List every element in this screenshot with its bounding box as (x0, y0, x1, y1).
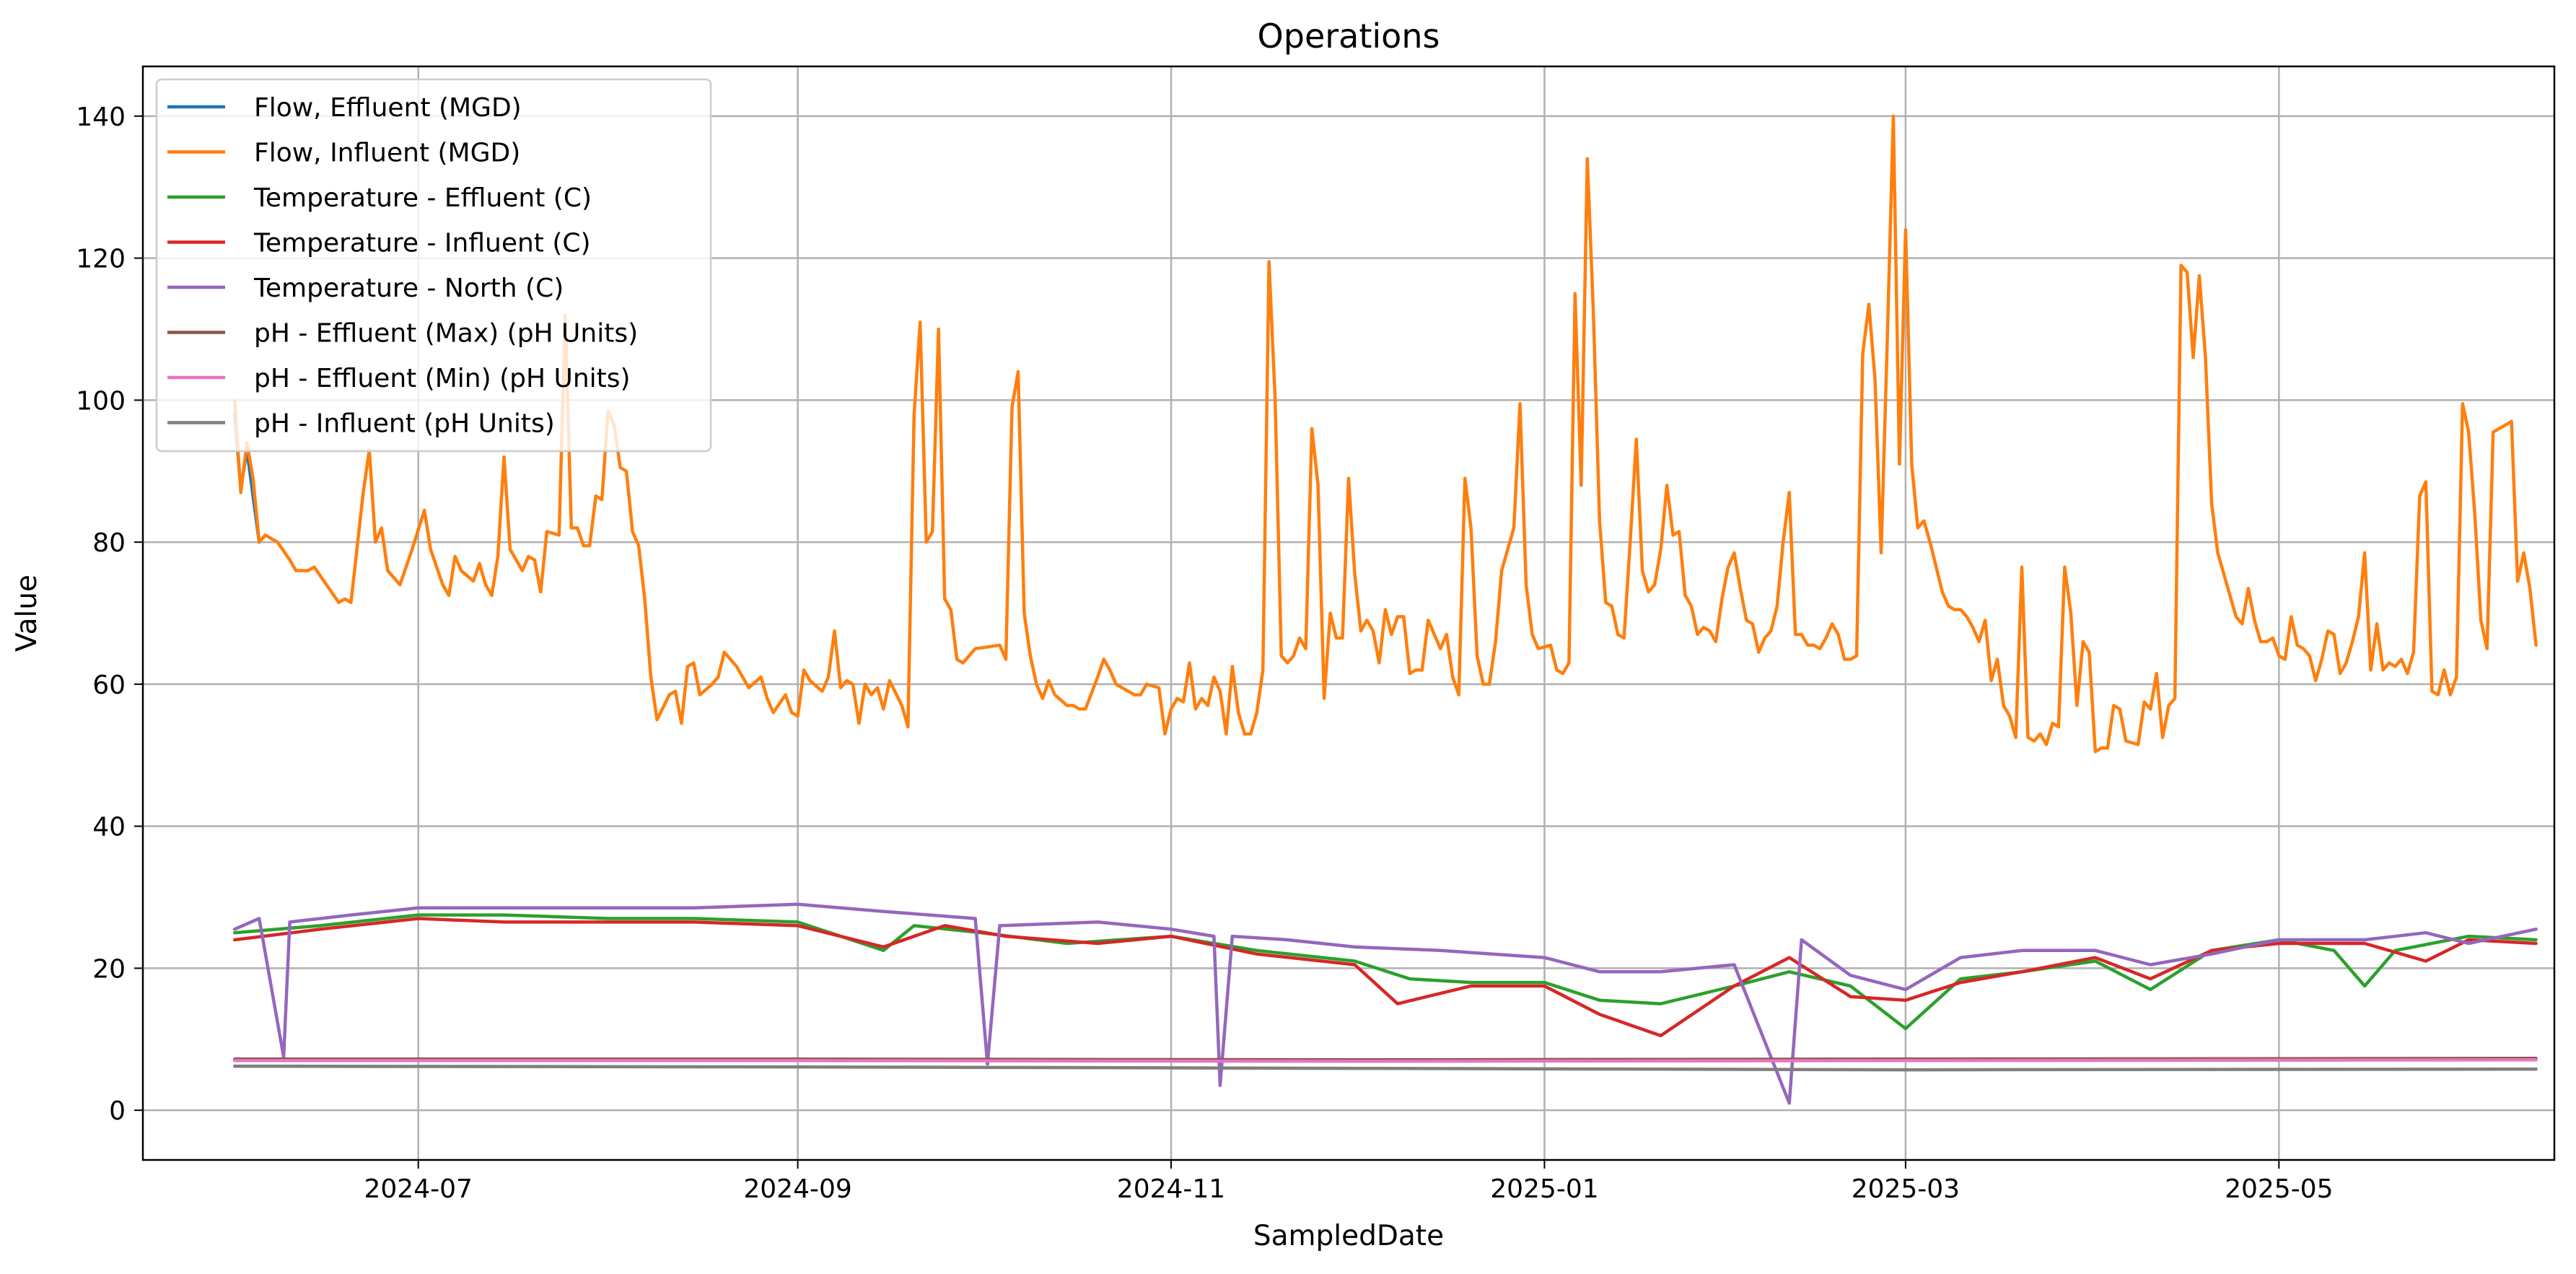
y-tick-label: 80 (92, 528, 126, 558)
y-axis-title: Value (11, 575, 43, 652)
legend-label: pH - Influent (pH Units) (254, 409, 555, 439)
legend-label: Temperature - Effluent (C) (253, 183, 592, 213)
series-line-1 (232, 114, 2538, 754)
legend-box (155, 78, 712, 453)
legend-label: Flow, Effluent (MGD) (254, 93, 522, 123)
legend-label: pH - Effluent (Max) (pH Units) (254, 319, 638, 349)
axis-ticks: 2024-07 2024-09 2024-11 2025-01 2025-03 2025-… (76, 102, 2333, 1204)
x-tick-label: 2024-09 (743, 1174, 851, 1204)
x-tick-label: 2025-03 (1852, 1174, 1960, 1204)
series-lines (232, 114, 2538, 1105)
series-line-7 (232, 1064, 2538, 1072)
plot-area-frame (141, 65, 2556, 1161)
series-line-3 (232, 917, 2538, 1038)
x-tick-label: 2024-07 (364, 1174, 472, 1204)
y-tick-label: 120 (76, 245, 126, 274)
x-tick-label: 2025-01 (1490, 1174, 1598, 1204)
legend: Flow, Effluent (MGD) Flow, Influent (MGD)… (155, 78, 712, 453)
y-tick-label: 100 (76, 386, 126, 416)
grid-lines (143, 66, 2554, 1160)
legend-label: pH - Effluent (Min) (pH Units) (254, 364, 631, 393)
series-line-6 (232, 1058, 2538, 1063)
y-tick-label: 60 (92, 671, 126, 700)
legend-label: Flow, Influent (MGD) (254, 139, 520, 168)
y-tick-label: 0 (109, 1096, 126, 1126)
y-tick-label: 20 (92, 954, 126, 984)
legend-label: Temperature - Influent (C) (253, 229, 591, 258)
x-axis-title: SampledDate (1253, 1220, 1444, 1252)
legend-label: Temperature - North (C) (253, 274, 564, 303)
y-tick-label: 140 (76, 102, 126, 132)
series-line-4 (232, 902, 2538, 1105)
x-tick-label: 2024-11 (1117, 1174, 1225, 1204)
chart-title: Operations (1258, 17, 1440, 56)
x-tick-label: 2025-05 (2225, 1174, 2333, 1204)
y-tick-label: 40 (92, 813, 126, 842)
series-line-2 (232, 913, 2538, 1031)
